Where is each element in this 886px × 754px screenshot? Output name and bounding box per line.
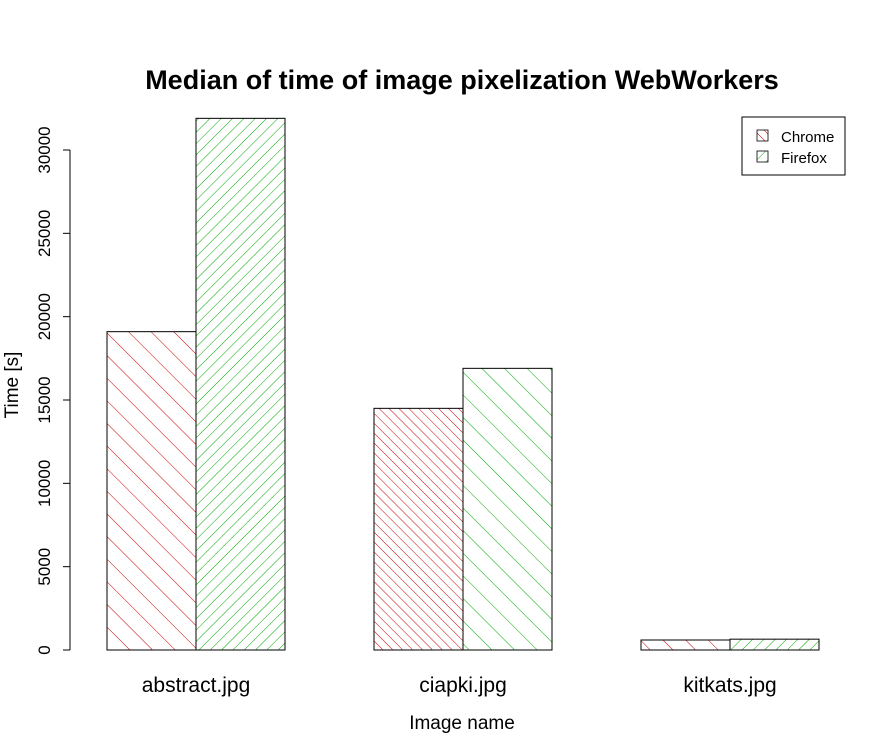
x-axis-labels: abstract.jpg ciapki.jpg kitkats.jpg xyxy=(142,674,777,697)
legend: Chrome Firefox xyxy=(741,116,846,176)
x-tick-label: kitkats.jpg xyxy=(683,674,776,697)
chart-title: Median of time of image pixelization Web… xyxy=(145,65,779,95)
y-axis-label: Time [s] xyxy=(2,352,23,419)
bar-firefox-kitkats-jpg xyxy=(729,638,820,651)
bar-chrome-kitkats-jpg xyxy=(640,639,731,651)
legend-box xyxy=(741,116,846,176)
legend-swatch-chrome xyxy=(756,129,769,142)
legend-label-firefox: Firefox xyxy=(781,150,827,167)
bar-firefox-ciapki-jpg xyxy=(462,367,553,651)
y-tick-label: 0 xyxy=(35,645,54,654)
x-tick-label: abstract.jpg xyxy=(142,674,251,697)
legend-label-chrome: Chrome xyxy=(781,129,834,146)
bar-firefox-abstract-jpg xyxy=(195,117,286,651)
y-axis: 0 5000 10000 15000 20000 25000 30000 xyxy=(35,126,71,655)
y-tick-label: 25000 xyxy=(35,210,54,257)
legend-swatch-firefox xyxy=(756,150,769,163)
bar-chrome-ciapki-jpg xyxy=(373,407,464,651)
y-tick-label: 10000 xyxy=(35,460,54,507)
y-tick-label: 20000 xyxy=(35,293,54,340)
y-tick-label: 5000 xyxy=(35,548,54,586)
y-tick-label: 15000 xyxy=(35,376,54,423)
x-axis-label: Image name xyxy=(409,713,515,734)
bar-chrome-abstract-jpg xyxy=(106,331,197,651)
y-tick-label: 30000 xyxy=(35,126,54,173)
x-tick-label: ciapki.jpg xyxy=(419,674,507,697)
bars xyxy=(106,117,820,651)
